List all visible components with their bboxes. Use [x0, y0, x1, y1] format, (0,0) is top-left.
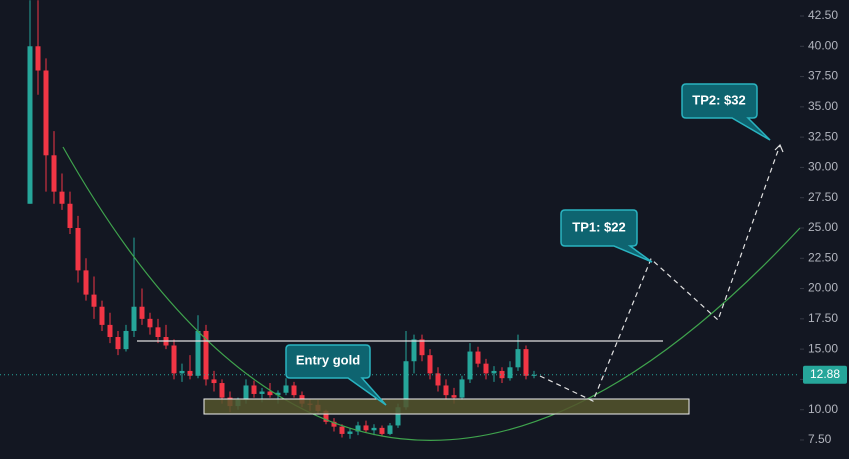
callout: Entry gold: [285, 344, 387, 406]
y-tick-label: 40.00: [808, 38, 838, 52]
callout-text: TP2: $32: [692, 92, 745, 107]
candle-body: [507, 367, 513, 379]
candle-body: [75, 227, 81, 271]
candle-body: [187, 370, 193, 376]
y-tick-label: 20.00: [808, 281, 838, 295]
candle-body: [411, 339, 417, 362]
candle-body: [243, 385, 249, 401]
candle-body: [483, 363, 489, 374]
candle-body: [523, 349, 529, 376]
callout-box: [285, 344, 387, 406]
plot-area: [0, 0, 800, 439]
candle-body: [427, 355, 433, 374]
y-tick-label: 42.50: [808, 8, 838, 22]
y-tick-label: 27.50: [808, 190, 838, 204]
candle-body: [387, 425, 393, 434]
candle-body: [147, 318, 153, 328]
candle-body: [27, 46, 33, 204]
projection-path: [539, 144, 781, 402]
y-tick-label: 32.50: [808, 129, 838, 143]
candle-body: [91, 294, 97, 307]
candle-body: [499, 370, 505, 379]
candle-body: [219, 383, 225, 398]
entry-zone: [203, 398, 690, 415]
candle-body: [443, 385, 449, 396]
candle-body: [275, 392, 281, 396]
y-tick-label: 10.00: [808, 402, 838, 416]
candle-body: [211, 379, 217, 384]
candle-body: [171, 345, 177, 374]
candle-body: [51, 155, 57, 192]
candle-body: [347, 431, 353, 434]
candle-body: [195, 330, 201, 376]
candle-body: [35, 46, 41, 71]
y-tick-label: 22.50: [808, 250, 838, 264]
candle-body: [339, 426, 345, 434]
candle-body: [107, 324, 113, 338]
candle-body: [531, 374, 537, 376]
y-tick-label: 17.50: [808, 311, 838, 325]
candle-body: [323, 410, 329, 422]
y-tick-label: 15.00: [808, 341, 838, 355]
last-price-label: 12.88: [810, 367, 840, 381]
candle-body: [83, 270, 89, 295]
candle-body: [459, 379, 465, 398]
callout-text: TP1: $22: [572, 219, 625, 234]
candle-body: [267, 391, 273, 396]
last-price-box: [803, 365, 847, 384]
candle-body: [155, 327, 161, 338]
y-tick-label: 37.50: [808, 69, 838, 83]
callout-text: Entry gold: [296, 352, 360, 367]
candle-body: [475, 351, 481, 364]
candle-body: [491, 370, 497, 374]
candle-body: [451, 395, 457, 398]
candle-body: [363, 425, 369, 431]
projection-arrow: [774, 143, 784, 153]
candle-body: [67, 203, 73, 228]
candle-body: [403, 361, 409, 408]
y-tick-label: 35.00: [808, 99, 838, 113]
callout: TP1: $22: [560, 209, 653, 263]
candle-body: [123, 330, 129, 350]
candle-body: [435, 373, 441, 386]
candle-body: [179, 370, 185, 374]
y-tick-label: 7.50: [808, 432, 832, 446]
candle-body: [395, 407, 401, 426]
candle-body: [291, 385, 297, 396]
candle-body: [131, 306, 137, 331]
callout: TP2: $32: [681, 83, 771, 141]
candle-body: [203, 330, 209, 380]
candle-body: [259, 391, 265, 394]
y-tick-label: 25.00: [808, 220, 838, 234]
candle-body: [331, 421, 337, 427]
callout-box: [560, 209, 653, 263]
candle-body: [59, 191, 65, 204]
candle-body: [43, 70, 49, 156]
y-tick-label: 30.00: [808, 160, 838, 174]
candle-body: [115, 337, 121, 350]
candle-body: [467, 351, 473, 380]
candle-body: [283, 385, 289, 393]
candle-body: [251, 385, 257, 394]
candle-body: [419, 339, 425, 356]
candle-body: [139, 306, 145, 319]
candle-body: [355, 425, 361, 432]
candle-body: [515, 349, 521, 368]
candle-body: [379, 427, 385, 434]
candle-body: [99, 306, 105, 325]
price-axis: 42.50 40.00 37.50 35.00 32.50 30.00 27.50 25.00…: [800, 8, 847, 446]
callout-box: [681, 83, 771, 141]
cup-curve: [62, 146, 801, 441]
candle-body: [371, 427, 377, 431]
